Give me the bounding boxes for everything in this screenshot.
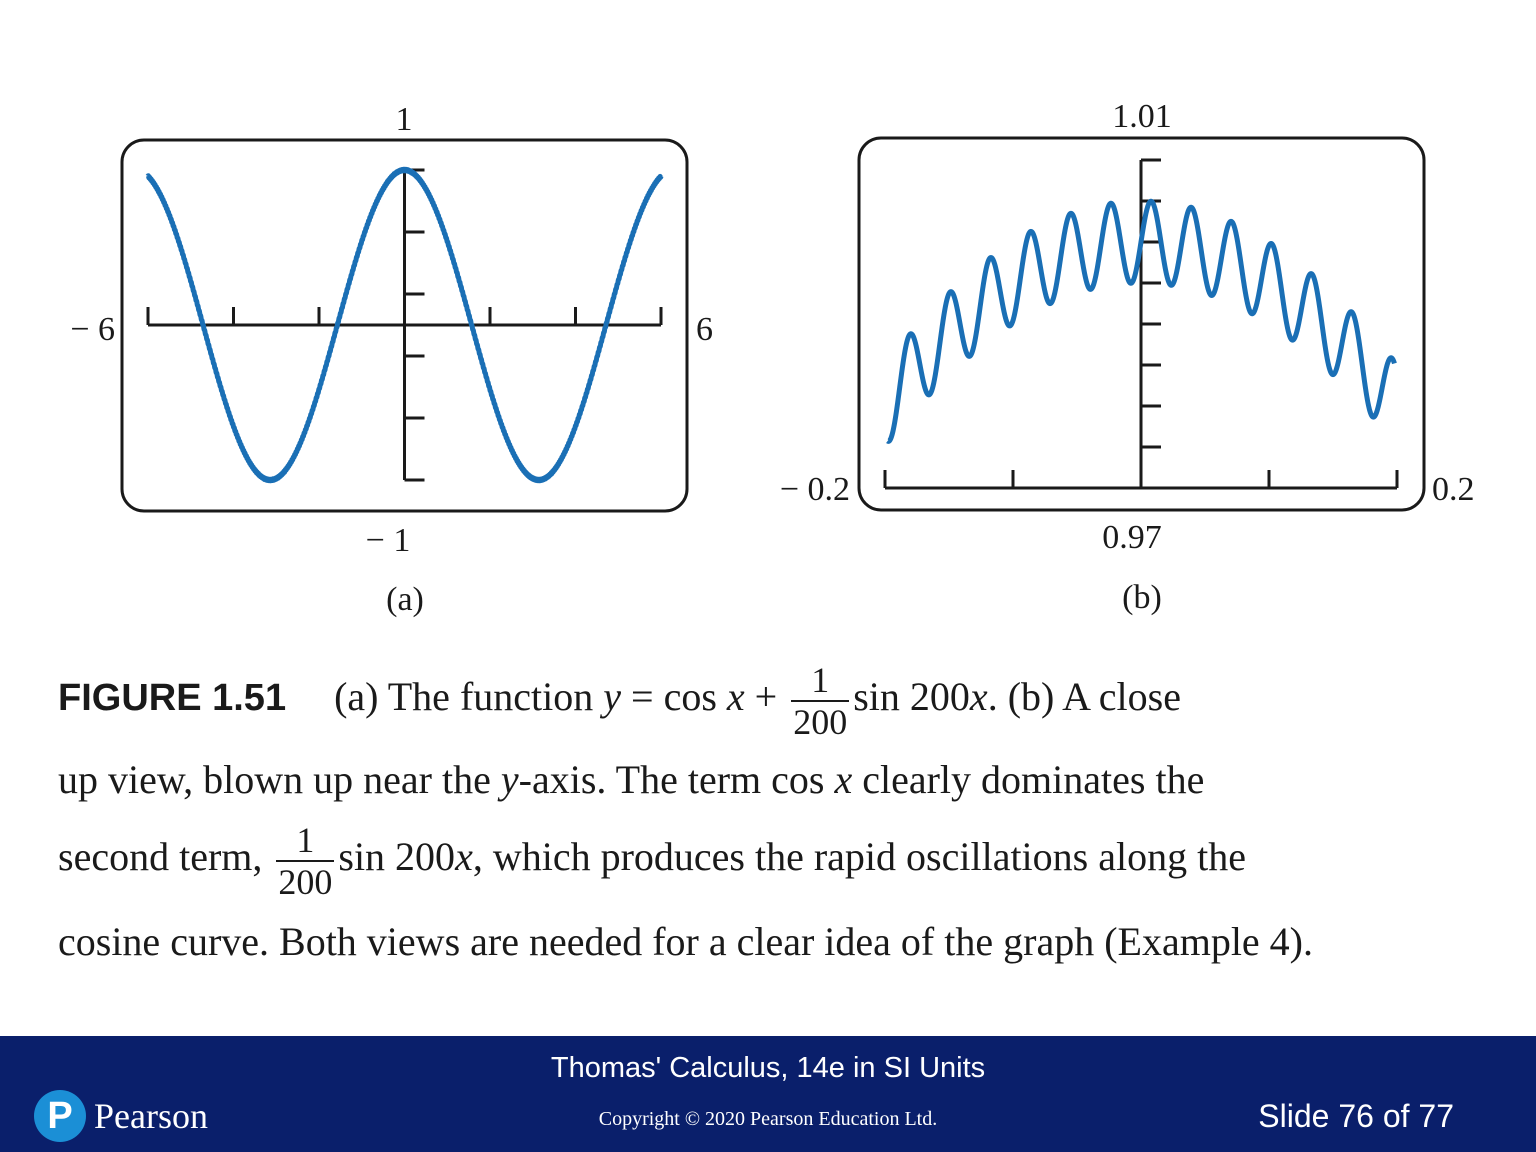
caption-text: , which produces the rapid oscillations … xyxy=(472,834,1246,880)
caption-var: x xyxy=(834,757,853,802)
panel-a-frame xyxy=(120,138,689,513)
caption-text: = cos xyxy=(631,674,717,720)
caption-text: + xyxy=(754,674,778,720)
panel-b-label: (b) xyxy=(1122,579,1162,616)
panel-b-top-label: 1.01 xyxy=(1112,98,1172,135)
panel-a-left-label: − 6 xyxy=(70,311,115,348)
caption-text: up view, blown up near the xyxy=(58,757,491,802)
panel-b-right-label: 0.2 xyxy=(1432,471,1475,508)
figure-label: FIGURE 1.51 xyxy=(58,677,287,720)
caption-text: second term, xyxy=(58,834,263,880)
copyright: Copyright © 2020 Pearson Education Ltd. xyxy=(598,1108,938,1130)
caption-line-2: up view, blown up near the y-axis. The t… xyxy=(58,760,1204,800)
caption-line-4: cosine curve. Both views are needed for … xyxy=(58,919,1313,964)
panel-a-bottom-label: − 1 xyxy=(366,522,411,559)
caption-var: x xyxy=(455,834,473,880)
slide-footer: P Pearson Thomas' Calculus, 14e in SI Un… xyxy=(0,1036,1536,1152)
panel-a-axes xyxy=(146,168,663,482)
caption-text: (a) The function xyxy=(334,674,594,720)
caption-line-1: FIGURE 1.51 (a) The function y = cos x + … xyxy=(58,662,1181,740)
caption-var: y xyxy=(603,674,622,720)
panel-b-curve xyxy=(885,198,1397,444)
caption-text: . (b) A close xyxy=(987,674,1181,720)
caption-line-3: second term, 1 200 sin 200x, which produce… xyxy=(58,822,1246,900)
caption-text: clearly dominates the xyxy=(862,757,1205,802)
fraction-denominator: 200 xyxy=(278,862,333,902)
panel-b-axes xyxy=(883,158,1399,490)
panel-b-left-label: − 0.2 xyxy=(780,471,850,508)
book-title: Thomas' Calculus, 14e in SI Units xyxy=(550,1052,986,1084)
panel-b-frame xyxy=(857,136,1426,512)
pearson-logo: P Pearson xyxy=(34,1090,208,1142)
caption-var: y xyxy=(500,757,519,802)
panel-a-curve xyxy=(145,166,664,484)
panel-a-right-label: 6 xyxy=(696,311,713,348)
fraction: 1 200 xyxy=(791,662,850,742)
caption-text: -axis. The term cos xyxy=(518,757,825,802)
figure-panels: 1 − 1 − 6 6 (a) 1.01 0.97 − 0.2 0.2 (b) xyxy=(70,98,1475,618)
fraction-denominator: 200 xyxy=(793,702,848,742)
slide-number: Slide 76 of 77 xyxy=(1258,1098,1454,1134)
pearson-logo-icon: P xyxy=(34,1090,86,1142)
caption-var: x xyxy=(726,674,745,720)
fraction-numerator: 1 xyxy=(276,822,335,862)
panel-a-top-label: 1 xyxy=(396,101,413,138)
panel-a-label: (a) xyxy=(386,581,424,618)
fraction: 1 200 xyxy=(276,822,335,902)
fraction-numerator: 1 xyxy=(791,662,850,702)
caption-text: sin 200 xyxy=(853,674,970,720)
caption-var: x xyxy=(969,674,988,720)
panel-b-bottom-label: 0.97 xyxy=(1102,519,1162,556)
caption-text: sin 200 xyxy=(338,834,456,880)
pearson-wordmark: Pearson xyxy=(94,1096,208,1136)
